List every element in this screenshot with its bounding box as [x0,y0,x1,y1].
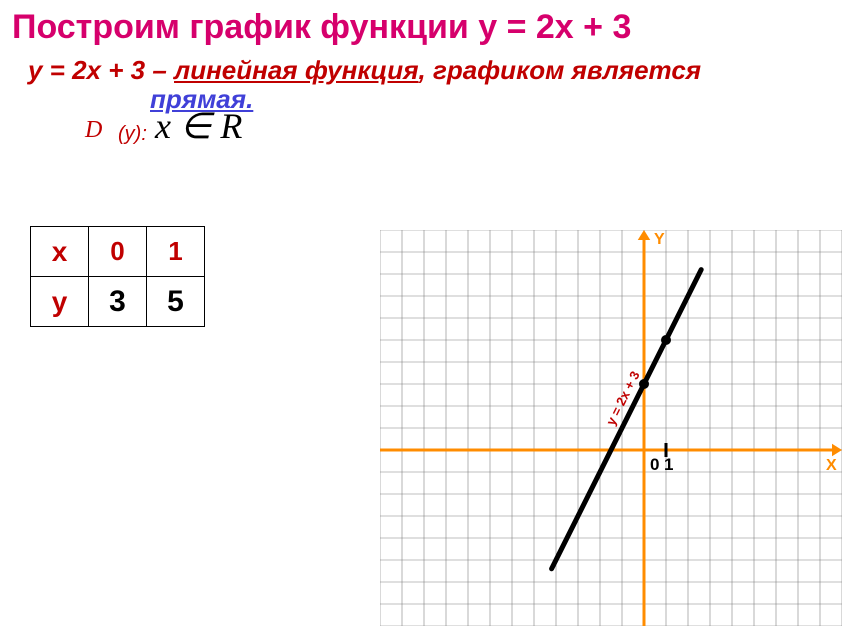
domain-expr: x ∈ R [155,105,242,147]
chart-svg: YX01y = 2x + 3 [380,230,842,626]
domain-y: (y): [118,123,147,146]
table-row: x 0 1 [31,227,205,277]
table-header-y: y [31,277,89,327]
chart: YX01y = 2x + 3 [380,230,840,630]
subtitle-tail: , графиком является [419,55,702,85]
table-col-1: 1 [147,227,205,277]
y-axis-arrow-icon [638,230,651,240]
tick-label-0: 0 [650,455,659,474]
plot-point [639,379,649,389]
x-axis-arrow-icon [832,444,842,457]
table-col-0: 0 [89,227,147,277]
table-header-x: x [31,227,89,277]
plot-point [661,335,671,345]
table-row: y 3 5 [31,277,205,327]
domain-row: D (y): x ∈ R [0,109,852,153]
domain-d: D [85,117,102,144]
subtitle-eq: y = 2x + 3 – [28,55,174,85]
subtitle-linear: линейная функция [174,55,419,85]
table-val-1: 5 [147,277,205,327]
tick-label-1: 1 [664,455,673,474]
value-table: x 0 1 y 3 5 [30,226,205,327]
page-title: Построим график функции y = 2x + 3 [0,0,852,47]
function-line [552,270,702,569]
subtitle-line1: y = 2x + 3 – линейная функция, графиком … [0,47,852,86]
y-axis-label: Y [654,231,665,248]
x-axis-label: X [826,457,837,474]
table-val-0: 3 [89,277,147,327]
